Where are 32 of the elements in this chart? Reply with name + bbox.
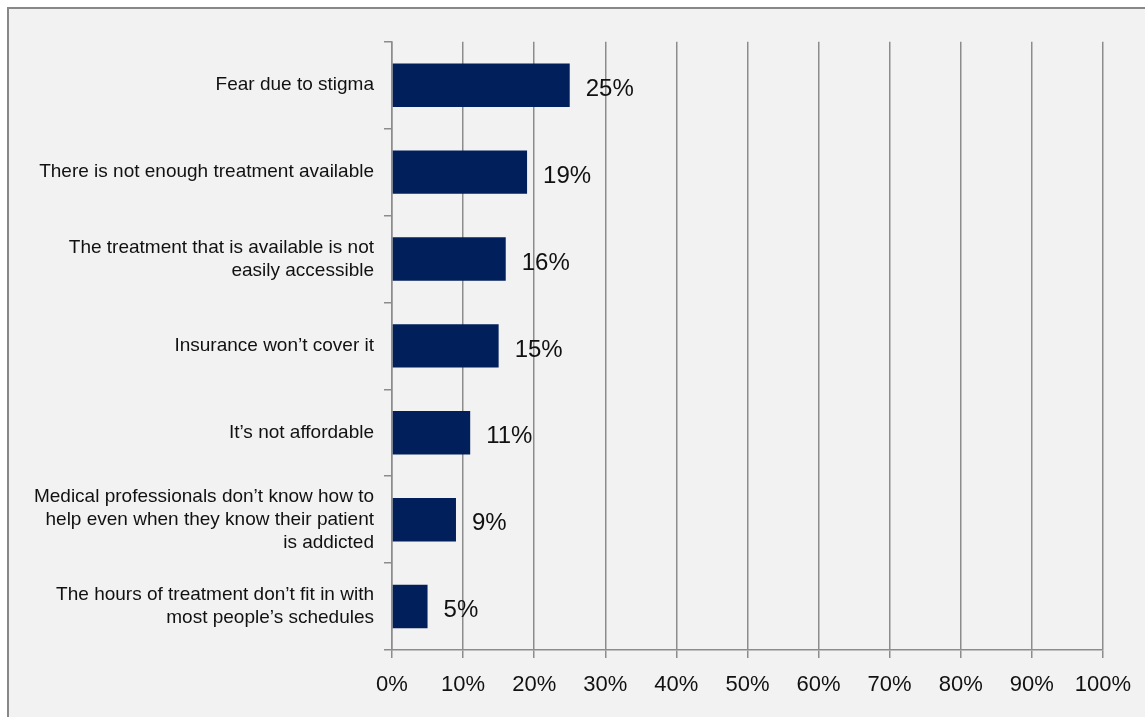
data-label: 11%	[486, 421, 533, 449]
data-label: 16%	[521, 247, 570, 275]
data-label: 15%	[514, 334, 563, 362]
y-tick-label: The treatment that is available is not easily accessible	[68, 235, 375, 280]
x-tick-label: 10%	[441, 671, 486, 697]
x-tick-label: 40%	[654, 671, 699, 697]
x-tick-label: 50%	[725, 671, 770, 697]
bar	[392, 584, 428, 629]
bar	[392, 63, 570, 107]
y-tick-label: Fear due to stigma	[215, 73, 375, 95]
y-tick-label: Insurance won’t cover it	[174, 334, 375, 356]
data-label: 19%	[543, 160, 592, 188]
x-tick-label: 20%	[512, 671, 557, 697]
x-tick-label: 30%	[583, 671, 628, 697]
bar	[392, 411, 471, 455]
bar	[392, 237, 506, 281]
y-tick-label: Medical professionals don’t know how to help even when they know their patient is addicted	[33, 485, 375, 552]
data-label: 5%	[443, 595, 479, 623]
bar	[392, 497, 456, 542]
y-tick-label: There is not enough treatment available	[39, 160, 374, 182]
x-tick-label: 90%	[1009, 671, 1054, 697]
bar	[392, 324, 499, 368]
y-tick-label: The hours of treatment don’t fit in with most people’s schedules	[56, 583, 374, 628]
x-tick-label: 60%	[796, 671, 841, 697]
x-tick-label: 80%	[938, 671, 983, 697]
x-tick-label: 0%	[376, 671, 408, 697]
bar	[392, 150, 528, 194]
x-tick-label: 100%	[1074, 671, 1132, 697]
data-label: 25%	[585, 73, 634, 101]
y-tick-label: It’s not affordable	[228, 421, 374, 443]
x-tick-label: 70%	[867, 671, 912, 697]
data-label: 9%	[471, 508, 507, 536]
